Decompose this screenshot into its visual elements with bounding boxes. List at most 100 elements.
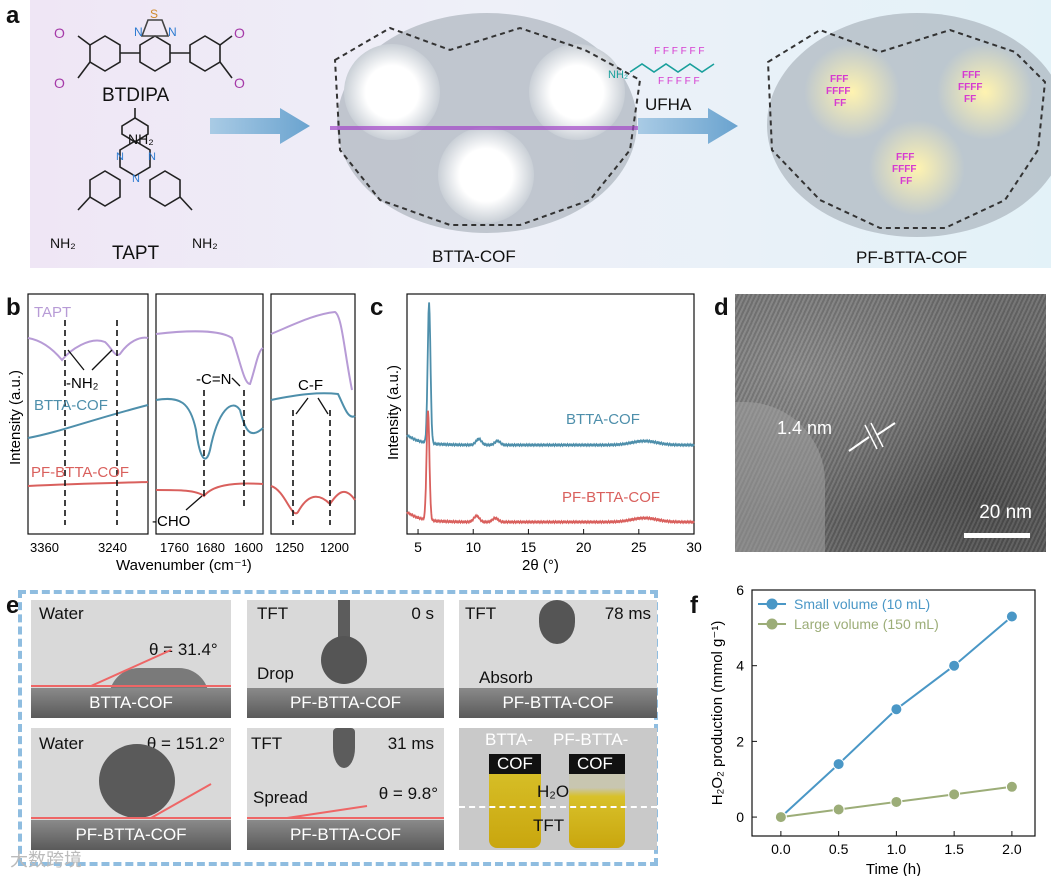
tapt-amine-top: NH₂: [128, 131, 154, 147]
btta-cof-label: BTTA-COF: [432, 247, 516, 266]
svg-text:N: N: [134, 25, 143, 39]
ftir-tick-1760: 1760: [160, 540, 189, 555]
svg-text:O: O: [54, 25, 65, 41]
xrd-tick-label: 15: [521, 539, 537, 555]
svg-text:S: S: [150, 7, 158, 21]
x-tick-label: 1.5: [944, 841, 964, 857]
ftir-ylabel: Intensity (a.u.): [7, 370, 24, 465]
y-tick-label: 2: [736, 733, 744, 749]
panel-b-ftir: Intensity (a.u.) TAPT BTTA-COF PF-BTTA-C…: [7, 293, 356, 574]
photo-tft-drop: TFT 0 s Drop PF-BTTA-COF: [247, 600, 444, 718]
photo-vials: BTTA- COF PF-BTTA- COF H₂O TFT: [459, 728, 657, 850]
panel-label-e: e: [6, 592, 20, 619]
ftir-legend-pf: PF-BTTA-COF: [31, 464, 129, 481]
xrd-xlabel: 2θ (°): [522, 557, 559, 574]
photo1-angle: θ = 31.4°: [149, 640, 218, 659]
svg-text:N: N: [148, 151, 156, 163]
photo1-substrate: BTTA-COF: [31, 688, 231, 718]
legend-label: Small volume (10 mL): [794, 596, 930, 612]
data-point: [1005, 610, 1018, 623]
photo3-state: Absorb: [479, 668, 533, 687]
tapt-amine-left: NH₂: [50, 235, 76, 251]
photo4-contact-lines: [31, 783, 231, 819]
photo2-time: 0 s: [411, 604, 434, 623]
photo2-needle: [338, 600, 350, 640]
photo-water-pf: Water θ = 151.2° PF-BTTA-COF: [31, 728, 231, 850]
ftir-btta-2: [155, 397, 264, 460]
photo5-contact-lines: [247, 805, 444, 819]
btdipa-heteroatoms: S N N O O O O: [54, 7, 245, 91]
legend-marker: [766, 618, 778, 630]
btdipa-label: BTDIPA: [102, 85, 170, 106]
svg-text:FFFF: FFFF: [958, 82, 982, 93]
xrd-tick-label: 30: [686, 539, 702, 555]
vial-pf: [569, 762, 625, 848]
xrd-series-btta: [406, 302, 695, 448]
photo2-droplet: [321, 636, 367, 684]
legend-label: Large volume (150 mL): [794, 616, 939, 632]
vial-pf-cap: [569, 754, 625, 774]
x-axis-label: Time (h): [866, 861, 921, 876]
ufha-amine: NH₂: [608, 69, 628, 81]
x-tick-label: 2.0: [1002, 841, 1022, 857]
data-point: [1005, 780, 1018, 793]
panel-label-f: f: [690, 592, 698, 619]
photo2-state: Drop: [257, 664, 294, 683]
data-point: [948, 788, 961, 801]
ftir-tick-3360: 3360: [30, 540, 59, 555]
y-axis-label: H₂O₂ production (mmol g⁻¹): [709, 621, 726, 806]
svg-text:O: O: [54, 75, 65, 91]
ftir-tick-1680: 1680: [196, 540, 225, 555]
tem-scale-label: 20 nm: [979, 502, 1032, 523]
vial2-label-a: PF-BTTA-: [553, 730, 629, 749]
photo3-time: 78 ms: [604, 604, 651, 623]
ftir-tick-1600: 1600: [234, 540, 263, 555]
y-tick-label: 4: [736, 658, 744, 674]
svg-text:O: O: [234, 75, 245, 91]
layer-boundary: [459, 806, 657, 808]
vial-btta: [489, 762, 541, 848]
ftir-pf-3: [270, 485, 356, 515]
data-point: [890, 795, 903, 808]
x-tick-label: 1.0: [887, 841, 907, 857]
layer-label-bottom: TFT: [533, 816, 565, 835]
btta-cof-structure: [330, 13, 642, 233]
reaction-arrow-2: [638, 108, 738, 144]
ftir-tick-3240: 3240: [98, 540, 127, 555]
tem-scale-bar: [964, 533, 1030, 538]
panel-label-d: d: [714, 294, 729, 321]
tapt-amine-right: NH₂: [192, 235, 218, 251]
ftir-annot-cho: -CHO: [152, 513, 190, 530]
photo5-substrate: PF-BTTA-COF: [247, 820, 444, 850]
xrd-tick-label: 20: [576, 539, 592, 555]
photo-tft-spread: TFT 31 ms Spread θ = 9.8° PF-BTTA-COF: [247, 728, 444, 850]
ftir-tapt-2: [155, 330, 264, 386]
tapt-label: TAPT: [112, 243, 160, 264]
ftir-annot-cf: C-F: [298, 377, 323, 394]
reaction-arrow-1: [210, 108, 310, 144]
x-tick-label: 0.0: [771, 841, 791, 857]
y-tick-label: 0: [736, 809, 744, 825]
panel-c-xrd: Intensity (a.u.) BTTA-COF PF-BTTA-COF 5 1…: [385, 293, 702, 574]
ftir-arrows: [67, 349, 329, 511]
svg-text:FF: FF: [900, 176, 912, 187]
ftir-guide-lines: [64, 320, 331, 525]
ftir-btta-3: [270, 392, 356, 418]
vial2-label-b: COF: [577, 754, 613, 773]
reagent-label: UFHA: [645, 95, 692, 114]
photo3-liquid: TFT: [465, 604, 497, 623]
photo3-droplet: [539, 600, 575, 644]
svg-text:O: O: [234, 25, 245, 41]
photo-tft-absorb: TFT 78 ms Absorb PF-BTTA-COF: [459, 600, 657, 718]
svg-text:FFFF: FFFF: [826, 86, 850, 97]
panel-a-schematic: S N N O O O O BTDIPA N NN NH₂ NH₂ NH₂ TAP…: [30, 0, 1051, 268]
ftir-pf-1: [27, 481, 149, 487]
ufha-molecule: [629, 63, 715, 73]
btdipa-molecule: [77, 19, 233, 79]
photo5-time: 31 ms: [387, 734, 434, 753]
xrd-frame: [406, 293, 695, 535]
data-point: [890, 703, 903, 716]
layer-label-top: H₂O: [537, 782, 570, 801]
xrd-tick-label: 10: [465, 539, 481, 555]
xrd-legend-pf: PF-BTTA-COF: [562, 489, 660, 506]
